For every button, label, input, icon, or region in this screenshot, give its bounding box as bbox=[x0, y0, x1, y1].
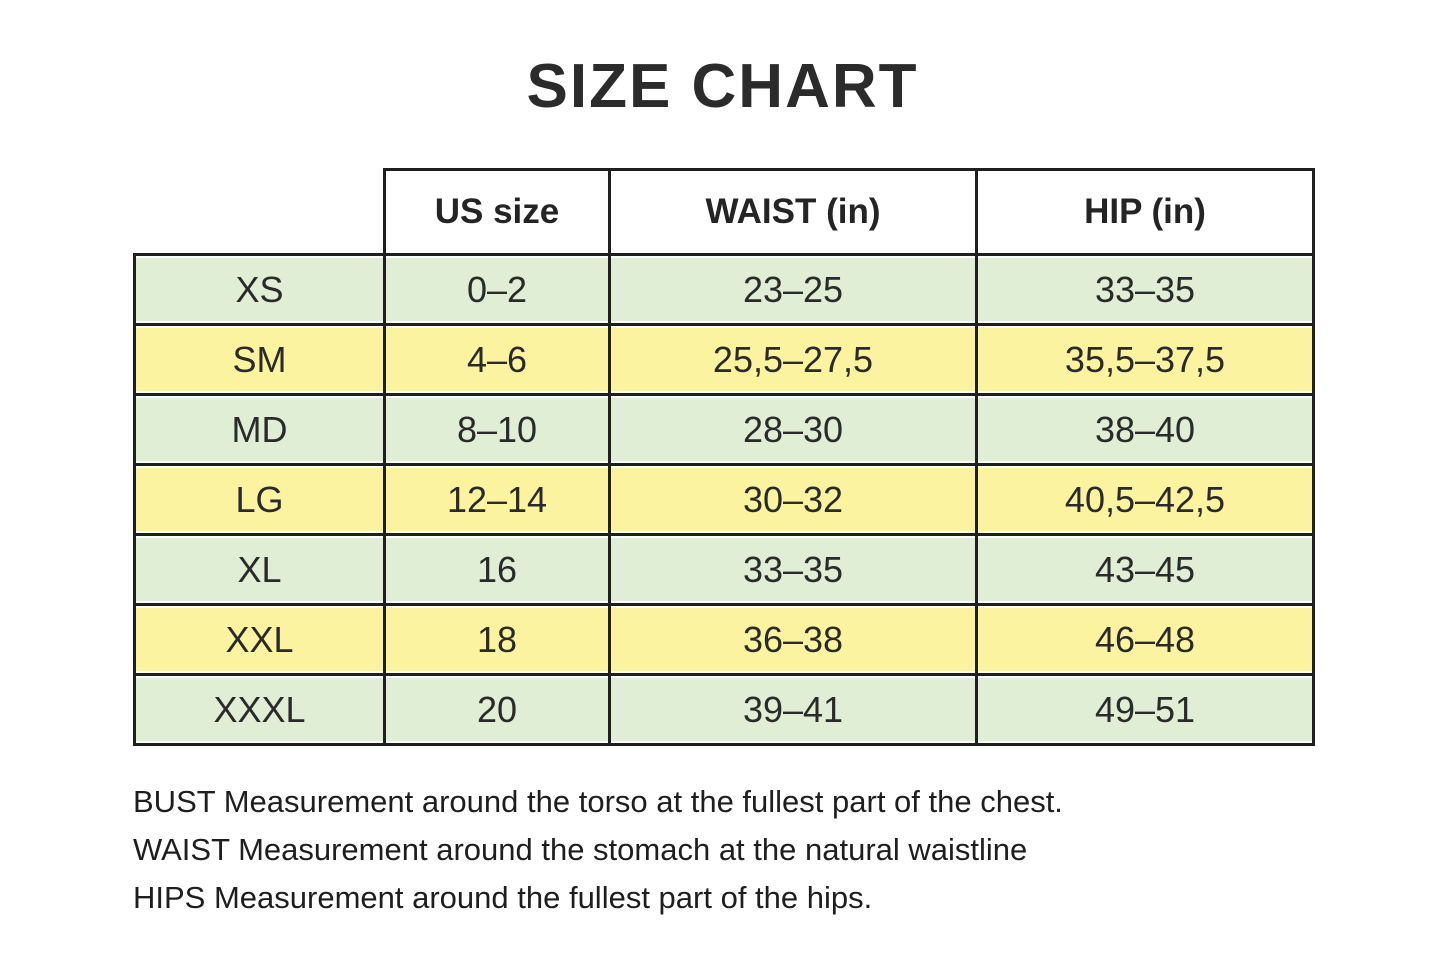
measurement-notes: BUST Measurement around the torso at the… bbox=[133, 778, 1445, 922]
waist-cell: 28–30 bbox=[608, 393, 978, 466]
size-label-cell: XXXL bbox=[133, 673, 386, 746]
hip-cell: 43–45 bbox=[975, 533, 1315, 606]
waist-cell: 25,5–27,5 bbox=[608, 323, 978, 396]
table-row-md: MD 8–10 28–30 38–40 bbox=[133, 393, 1315, 466]
us-size-cell: 12–14 bbox=[383, 463, 611, 536]
header-row: US size WAIST (in) HIP (in) bbox=[135, 168, 1315, 256]
footnote-bust: BUST Measurement around the torso at the… bbox=[133, 784, 1063, 819]
waist-cell: 36–38 bbox=[608, 603, 978, 676]
table-row-lg: LG 12–14 30–32 40,5–42,5 bbox=[133, 463, 1315, 536]
us-size-cell: 20 bbox=[383, 673, 611, 746]
waist-cell: 30–32 bbox=[608, 463, 978, 536]
footnote-waist: WAIST Measurement around the stomach at … bbox=[133, 832, 1028, 867]
table-row-xxxl: XXXL 20 39–41 49–51 bbox=[133, 673, 1315, 746]
hip-cell: 40,5–42,5 bbox=[975, 463, 1315, 536]
page-title: SIZE CHART bbox=[526, 52, 919, 121]
size-label-cell: XL bbox=[133, 533, 386, 606]
size-label-cell: SM bbox=[133, 323, 386, 396]
us-size-cell: 0–2 bbox=[383, 253, 611, 326]
table-row-xxl: XXL 18 36–38 46–48 bbox=[133, 603, 1315, 676]
hip-cell: 46–48 bbox=[975, 603, 1315, 676]
us-size-cell: 8–10 bbox=[383, 393, 611, 466]
size-label-cell: XXL bbox=[133, 603, 386, 676]
column-header-us-size: US size bbox=[383, 168, 611, 256]
size-table: US size WAIST (in) HIP (in) XS 0–2 23–25… bbox=[133, 168, 1315, 746]
table-row-xl: XL 16 33–35 43–45 bbox=[133, 533, 1315, 606]
column-header-hip: HIP (in) bbox=[975, 168, 1315, 256]
waist-cell: 33–35 bbox=[608, 533, 978, 606]
footnote-hips: HIPS Measurement around the fullest part… bbox=[133, 880, 873, 915]
us-size-cell: 4–6 bbox=[383, 323, 611, 396]
waist-cell: 23–25 bbox=[608, 253, 978, 326]
column-header-waist: WAIST (in) bbox=[608, 168, 978, 256]
us-size-cell: 18 bbox=[383, 603, 611, 676]
size-label-cell: XS bbox=[133, 253, 386, 326]
table-row-sm: SM 4–6 25,5–27,5 35,5–37,5 bbox=[133, 323, 1315, 396]
corner-empty-cell bbox=[135, 170, 385, 255]
hip-cell: 38–40 bbox=[975, 393, 1315, 466]
size-label-cell: LG bbox=[133, 463, 386, 536]
us-size-cell: 16 bbox=[383, 533, 611, 606]
waist-cell: 39–41 bbox=[608, 673, 978, 746]
size-label-cell: MD bbox=[133, 393, 386, 466]
table-row-xs: XS 0–2 23–25 33–35 bbox=[133, 253, 1315, 326]
hip-cell: 35,5–37,5 bbox=[975, 323, 1315, 396]
hip-cell: 33–35 bbox=[975, 253, 1315, 326]
hip-cell: 49–51 bbox=[975, 673, 1315, 746]
